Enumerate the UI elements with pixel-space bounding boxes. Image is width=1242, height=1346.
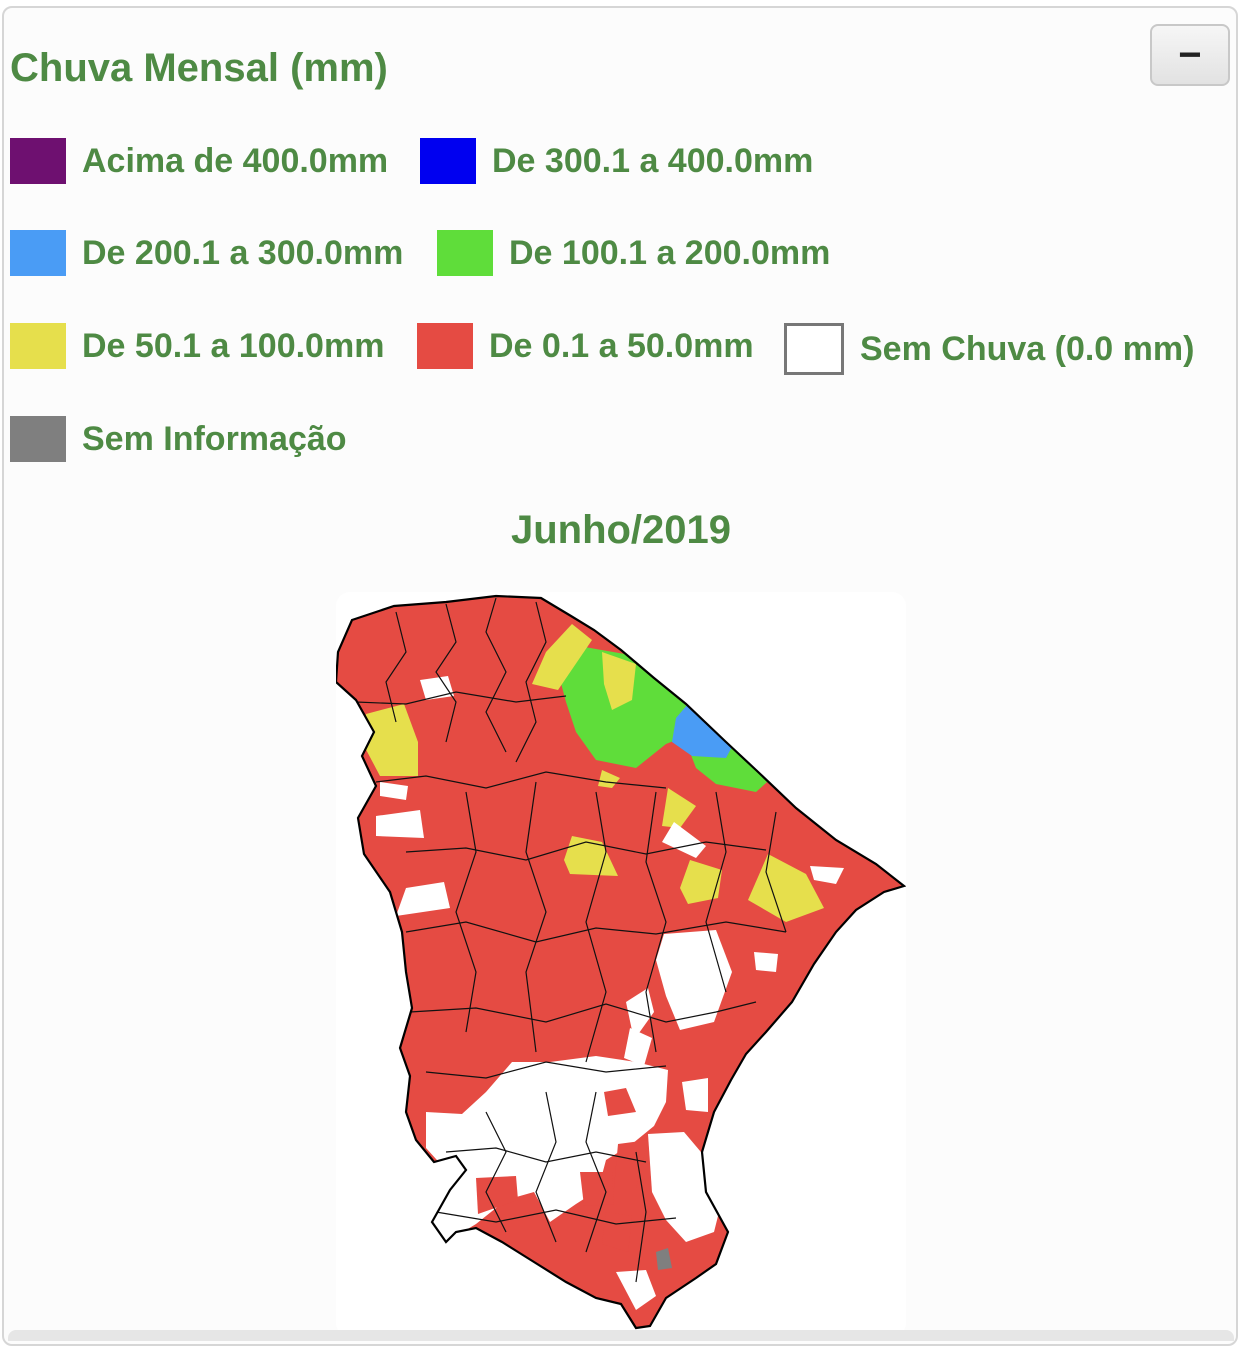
map-period-title: Junho/2019 [510,508,732,552]
collapse-button[interactable]: − [1150,24,1230,86]
legend-item-no-info: Sem Informação [10,416,347,462]
legend-item-above-400: Acima de 400.0mm [10,138,388,184]
legend-item-300-400: De 300.1 a 400.0mm [420,138,813,184]
legend-label: Acima de 400.0mm [82,141,389,180]
legend-item-0-50: De 0.1 a 50.0mm [417,323,754,369]
map-container [334,592,907,1337]
legend-swatch [10,230,66,276]
legend-label: De 100.1 a 200.0mm [509,233,831,272]
legend-swatch [420,138,476,184]
legend-item-50-100: De 50.1 a 100.0mm [10,323,384,369]
panel-bottom-bar [8,1330,1234,1341]
legend-swatch [784,323,844,375]
panel-title: Chuva Mensal (mm) [10,46,388,90]
legend-label: De 300.1 a 400.0mm [492,141,814,180]
legend-item-no-rain: Sem Chuva (0.0 mm) [784,323,1194,375]
legend-label: De 200.1 a 300.0mm [82,233,404,272]
municipal-boundaries [355,597,787,1283]
legend-swatch [10,416,66,462]
legend-item-100-200: De 100.1 a 200.0mm [437,230,830,276]
legend-label: De 0.1 a 50.0mm [489,326,754,365]
state-regions [336,596,904,1328]
legend-label: Sem Informação [82,419,347,458]
legend-swatch [10,323,66,369]
minus-icon: − [1178,33,1202,77]
legend-label: Sem Chuva (0.0 mm) [860,329,1195,368]
state-outline [334,594,907,1330]
legend-label: De 50.1 a 100.0mm [82,326,385,365]
legend-swatch [10,138,66,184]
legend-item-200-300: De 200.1 a 300.0mm [10,230,403,276]
legend-swatch [437,230,493,276]
ceara-rainfall-map [334,594,907,1330]
legend-swatch [417,323,473,369]
